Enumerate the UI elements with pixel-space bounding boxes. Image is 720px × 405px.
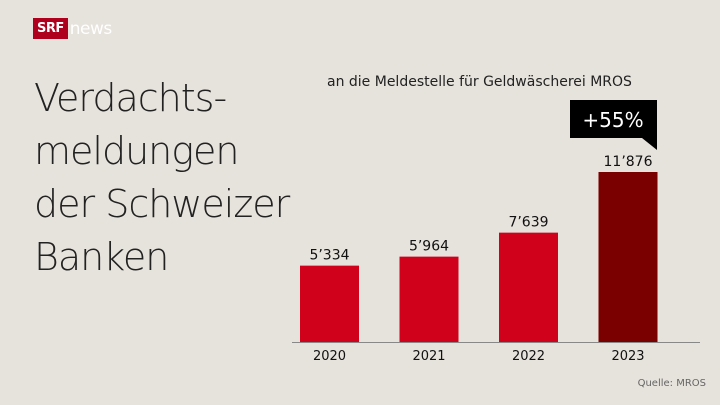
logo-srf: SRF	[33, 18, 68, 39]
value-label: 5’964	[409, 239, 449, 255]
annotation-label: +55%	[582, 108, 643, 132]
title-line: der Schweizer	[34, 182, 290, 226]
title-line: meldungen	[34, 129, 240, 173]
chart-title: Verdachts- meldungen der Schweizer Banke…	[34, 72, 290, 284]
title-line: Verdachts-	[34, 76, 227, 120]
category-label: 2021	[412, 349, 445, 364]
value-label: 5’334	[309, 248, 349, 264]
category-label: 2023	[611, 349, 644, 364]
bar-2021	[399, 256, 459, 342]
chart-subtitle: an die Meldestelle für Geldwäscherei MRO…	[327, 74, 632, 90]
title-line: Banken	[34, 235, 169, 279]
value-label: 7’639	[508, 215, 548, 231]
bar-2020	[300, 265, 359, 342]
category-label: 2020	[313, 349, 346, 364]
logo-news: news	[69, 18, 113, 39]
bar-2022	[499, 232, 558, 342]
bar-2023	[598, 172, 658, 342]
srf-news-logo: SRF news	[33, 18, 112, 39]
category-label: 2022	[512, 349, 545, 364]
value-label: 11’876	[604, 154, 653, 170]
annotation-bubble	[570, 100, 657, 150]
source-note: Quelle: MROS	[637, 378, 706, 389]
